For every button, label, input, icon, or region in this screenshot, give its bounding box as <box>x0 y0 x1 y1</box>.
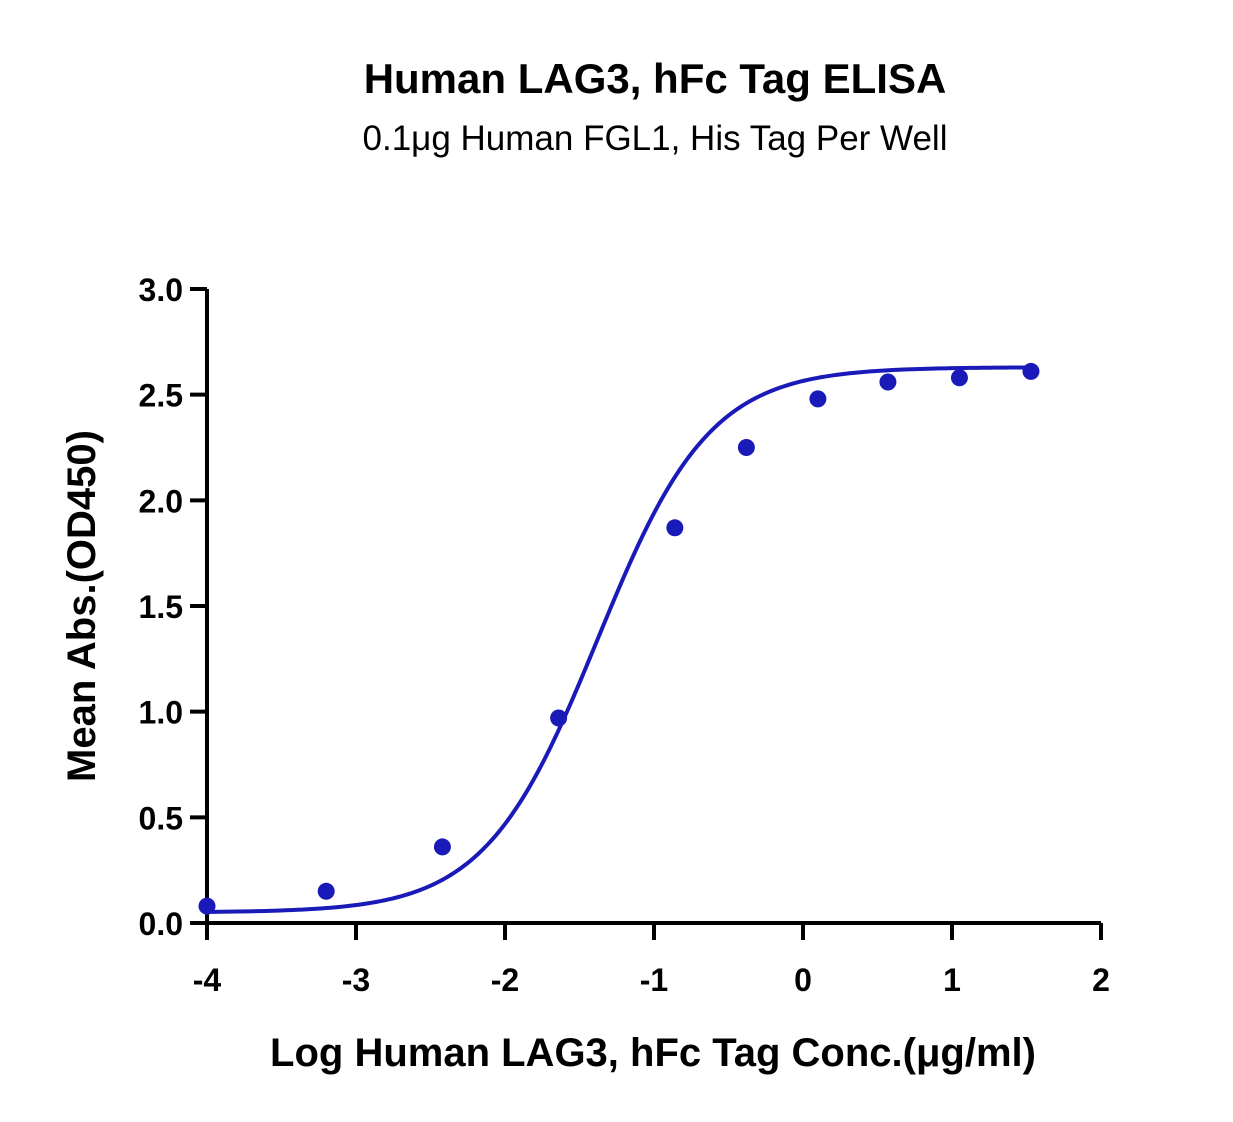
x-axis-ticks: -4 -3 -2 -1 0 1 2 <box>193 923 1110 998</box>
fit-curve <box>206 365 1031 914</box>
y-tick-label: 0.5 <box>139 800 183 836</box>
x-tick-label: 0 <box>794 962 812 998</box>
data-point <box>1022 362 1040 380</box>
data-point <box>550 709 568 727</box>
chart-title: Human LAG3, hFc Tag ELISA <box>364 55 947 102</box>
y-axis-label: Mean Abs.(OD450) <box>60 430 104 782</box>
data-point <box>666 519 684 537</box>
x-tick-label: -2 <box>491 962 519 998</box>
data-point <box>879 373 897 391</box>
data-point <box>950 369 968 387</box>
x-axis-label: Log Human LAG3, hFc Tag Conc.(μg/ml) <box>270 1031 1036 1075</box>
axes <box>205 289 1101 925</box>
data-point <box>317 882 335 900</box>
data-points-layer <box>198 362 1040 915</box>
y-tick-label: 2.0 <box>139 483 183 519</box>
x-tick-label: 2 <box>1092 962 1110 998</box>
x-tick-label: -3 <box>342 962 370 998</box>
fit-curve-layer <box>206 365 1031 914</box>
data-point <box>198 897 216 915</box>
data-point <box>809 390 827 408</box>
x-tick-label: -1 <box>640 962 668 998</box>
chart-subtitle: 0.1μg Human FGL1, His Tag Per Well <box>363 119 948 158</box>
y-axis-ticks: 0.0 0.5 1.0 1.5 2.0 2.5 3.0 <box>139 272 207 942</box>
y-tick-label: 1.0 <box>139 695 183 731</box>
y-tick-label: 3.0 <box>139 272 183 308</box>
data-point <box>433 838 451 856</box>
x-tick-label: 1 <box>943 962 961 998</box>
y-tick-label: 1.5 <box>139 589 183 625</box>
data-point <box>737 439 755 456</box>
y-tick-label: 2.5 <box>139 378 183 414</box>
y-tick-label: 0.0 <box>139 906 183 942</box>
x-tick-label: -4 <box>193 962 222 998</box>
